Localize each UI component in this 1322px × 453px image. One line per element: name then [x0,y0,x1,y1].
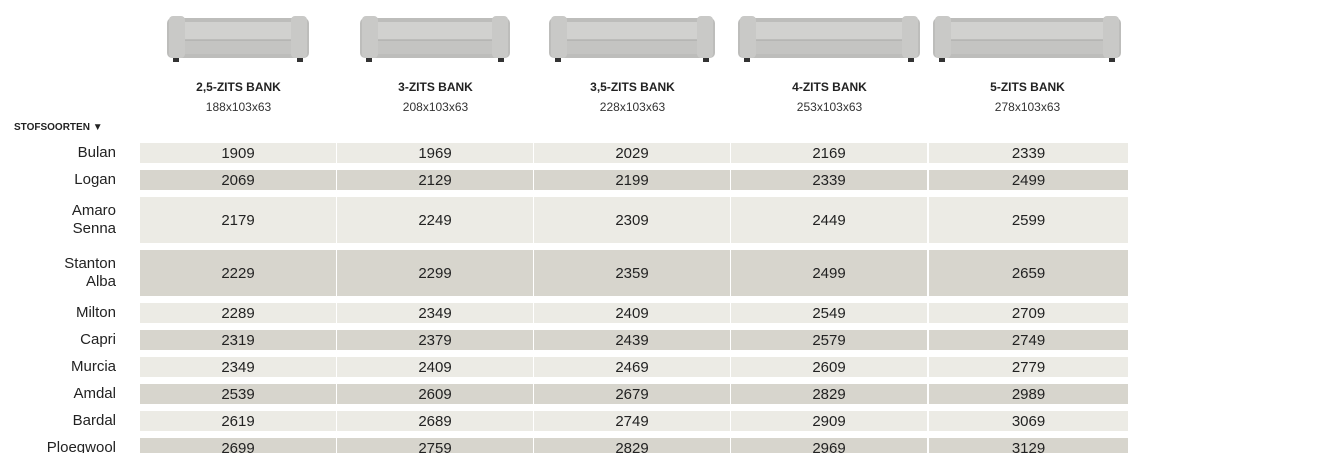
fabric-label-line: Alba [0,273,116,291]
fabric-header: STOFSOORTEN ▼ [14,122,103,133]
price-cell: 2299 [337,250,533,296]
price-cell: 2969 [731,438,927,453]
price-cell: 2599 [929,197,1128,243]
price-cell: 2659 [929,250,1128,296]
column-size: 278x103x63 [929,100,1126,114]
fabric-label: Logan [0,171,116,189]
price-cell: 2749 [534,411,730,431]
price-cell: 2249 [337,197,533,243]
sofa-image [358,12,512,64]
column-size: 208x103x63 [337,100,534,114]
price-cell: 2289 [140,303,336,323]
price-cell: 2129 [337,170,533,190]
price-cell: 2779 [929,357,1128,377]
sofa-image [165,12,311,64]
sofa-image [736,12,922,64]
column-name: 4-ZITS BANK [731,80,928,94]
fabric-label-line: Bulan [0,144,116,162]
price-cell: 2229 [140,250,336,296]
fabric-label: Murcia [0,358,116,376]
fabric-label: Milton [0,304,116,322]
fabric-label-line: Milton [0,304,116,322]
price-cell: 2469 [534,357,730,377]
price-cell: 2339 [929,143,1128,163]
price-cell: 2169 [731,143,927,163]
price-cell: 2689 [337,411,533,431]
price-cell: 2069 [140,170,336,190]
sofa-image [547,12,717,64]
fabric-label-line: Amaro [0,202,116,220]
price-cell: 2499 [929,170,1128,190]
price-cell: 2379 [337,330,533,350]
price-cell: 2989 [929,384,1128,404]
price-cell: 3069 [929,411,1128,431]
fabric-label-line: Murcia [0,358,116,376]
price-cell: 2449 [731,197,927,243]
price-cell: 2349 [337,303,533,323]
price-cell: 2699 [140,438,336,453]
price-cell: 1909 [140,143,336,163]
price-cell: 2439 [534,330,730,350]
price-cell: 2179 [140,197,336,243]
price-cell: 2619 [140,411,336,431]
fabric-label: Bulan [0,144,116,162]
fabric-label-line: Capri [0,331,116,349]
fabric-label-line: Bardal [0,412,116,430]
price-cell: 2029 [534,143,730,163]
column-name: 3,5-ZITS BANK [534,80,731,94]
price-cell: 2339 [731,170,927,190]
price-cell: 2609 [337,384,533,404]
price-cell: 2829 [534,438,730,453]
column-name: 2,5-ZITS BANK [140,80,337,94]
sofa-image [931,12,1123,64]
price-cell: 2909 [731,411,927,431]
price-cell: 2829 [731,384,927,404]
price-cell: 2539 [140,384,336,404]
price-cell: 2709 [929,303,1128,323]
fabric-label-line: Stanton [0,255,116,273]
price-cell: 2499 [731,250,927,296]
column-name: 3-ZITS BANK [337,80,534,94]
price-cell: 3129 [929,438,1128,453]
price-cell: 2319 [140,330,336,350]
fabric-label: Amdal [0,385,116,403]
price-cell: 2309 [534,197,730,243]
price-cell: 2549 [731,303,927,323]
price-table: STOFSOORTEN ▼ 2,5-ZITS BANK 188x103x63 3-… [0,0,1322,453]
price-cell: 2409 [337,357,533,377]
column-name: 5-ZITS BANK [929,80,1126,94]
price-cell: 2199 [534,170,730,190]
fabric-label-line: Ploegwool [0,439,116,453]
column-size: 188x103x63 [140,100,337,114]
price-cell: 2359 [534,250,730,296]
price-cell: 2749 [929,330,1128,350]
fabric-label: Ploegwool [0,439,116,453]
fabric-label-line: Senna [0,220,116,238]
column-size: 253x103x63 [731,100,928,114]
price-cell: 2409 [534,303,730,323]
fabric-label: Capri [0,331,116,349]
fabric-label: Bardal [0,412,116,430]
price-cell: 2579 [731,330,927,350]
price-cell: 1969 [337,143,533,163]
price-cell: 2679 [534,384,730,404]
price-cell: 2349 [140,357,336,377]
fabric-label-line: Logan [0,171,116,189]
price-cell: 2609 [731,357,927,377]
column-size: 228x103x63 [534,100,731,114]
price-cell: 2759 [337,438,533,453]
fabric-label-line: Amdal [0,385,116,403]
